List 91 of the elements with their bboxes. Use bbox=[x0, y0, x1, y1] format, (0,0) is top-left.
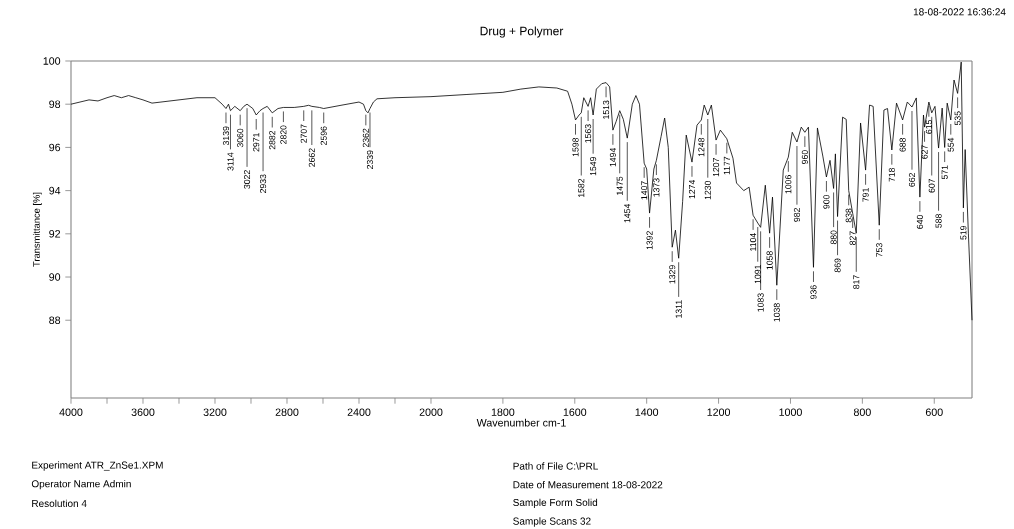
x-tick-label: 1600 bbox=[563, 408, 587, 416]
annotation: 1104 bbox=[750, 233, 757, 251]
annotation: 1563 bbox=[585, 124, 592, 143]
y-tick-label: 94 bbox=[49, 186, 61, 195]
y-tick-label: 96 bbox=[49, 143, 61, 152]
annotation: 607 bbox=[928, 178, 935, 193]
annotation: 1598 bbox=[572, 137, 579, 157]
annotation: 718 bbox=[888, 167, 895, 182]
annotation: 3139 bbox=[222, 126, 230, 146]
annotation: 554 bbox=[947, 137, 954, 152]
annotation: 1207 bbox=[713, 158, 720, 177]
text: Date of Measurement 18-08-2022 bbox=[513, 481, 663, 489]
annotation: 1058 bbox=[766, 251, 773, 270]
annotation: 1549 bbox=[590, 157, 597, 176]
annotation: 2707 bbox=[300, 124, 307, 143]
annotation: 838 bbox=[845, 208, 852, 223]
annotation: 662 bbox=[908, 173, 916, 187]
x-tick-label: 1200 bbox=[707, 408, 731, 416]
chart-title: Drug + Polymer bbox=[480, 26, 564, 38]
annotation: 2882 bbox=[269, 130, 276, 150]
annotation: 1392 bbox=[646, 231, 653, 250]
text: 18-08-2022 16:36:24 bbox=[913, 8, 1006, 16]
y-tick-label: 92 bbox=[49, 230, 61, 238]
y-tick-label: 100 bbox=[43, 57, 61, 65]
annotation: 960 bbox=[801, 150, 808, 164]
x-tick-label: 2000 bbox=[419, 408, 443, 416]
y-axis-title: Transmittance [%] bbox=[32, 192, 42, 267]
annotation: 588 bbox=[935, 214, 942, 228]
x-tick-label: 1400 bbox=[635, 408, 659, 416]
text: Experiment ATR_ZnSe1.XPM bbox=[32, 461, 163, 471]
annotation: 1311 bbox=[675, 300, 682, 318]
annotation: 1454 bbox=[624, 203, 631, 223]
annotation: 2820 bbox=[280, 125, 287, 144]
x-tick-label: 1800 bbox=[491, 408, 515, 416]
annotation: 1494 bbox=[609, 147, 616, 167]
annotation: 900 bbox=[823, 194, 830, 209]
annotation: 2933 bbox=[260, 174, 267, 193]
annotation: 1407 bbox=[641, 181, 648, 200]
annotation: 827 bbox=[849, 231, 856, 245]
text: Resolution 4 bbox=[32, 499, 87, 508]
x-axis-title: Wavenumber cm-1 bbox=[476, 418, 566, 427]
annotation: 1006 bbox=[785, 175, 792, 194]
x-tick-label: 4000 bbox=[59, 408, 83, 416]
annotation: 1230 bbox=[704, 180, 711, 200]
annotation: 1329 bbox=[669, 265, 676, 284]
text: Sample Form Solid bbox=[513, 498, 598, 508]
annotation: 1274 bbox=[688, 179, 695, 199]
annotation: 2362 bbox=[362, 128, 369, 148]
annotation: 1513 bbox=[603, 100, 610, 119]
annotation: 1083 bbox=[757, 293, 764, 312]
annotation: 627 bbox=[921, 145, 928, 159]
x-tick-label: 800 bbox=[853, 408, 871, 416]
annotation: 753 bbox=[876, 243, 883, 257]
y-tick-label: 90 bbox=[49, 273, 61, 281]
x-tick-label: 1000 bbox=[779, 408, 802, 416]
x-tick-label: 2400 bbox=[347, 408, 371, 416]
annotation: 817 bbox=[853, 275, 860, 289]
annotation: 3022 bbox=[243, 170, 251, 189]
annotation: 2596 bbox=[320, 126, 327, 145]
text: Path of File C:\PRL bbox=[513, 462, 598, 470]
x-tick-label: 3200 bbox=[203, 408, 227, 416]
annotation: 1177 bbox=[723, 156, 730, 175]
annotation: 3114 bbox=[227, 152, 234, 171]
x-tick-label: 3600 bbox=[131, 408, 155, 416]
annotation: 936 bbox=[810, 285, 817, 299]
annotation: 535 bbox=[954, 111, 961, 126]
annotation: 571 bbox=[941, 165, 948, 180]
annotation: 869 bbox=[834, 258, 841, 273]
x-tick-label: 600 bbox=[925, 408, 943, 416]
annotation: 1038 bbox=[773, 303, 780, 322]
annotation: 519 bbox=[960, 225, 967, 240]
annotation: 880 bbox=[830, 230, 837, 245]
annotation: 791 bbox=[862, 188, 869, 202]
y-tick-label: 88 bbox=[49, 316, 61, 325]
annotation: 615 bbox=[925, 120, 932, 134]
annotation: 2662 bbox=[308, 148, 315, 167]
annotation: 1475 bbox=[616, 176, 623, 195]
annotation: 2339 bbox=[366, 150, 374, 169]
annotation: 1373 bbox=[653, 178, 660, 197]
annotation: 1091 bbox=[754, 265, 761, 284]
annotation: 1248 bbox=[698, 137, 705, 157]
x-tick-label: 2800 bbox=[275, 408, 299, 416]
annotation: 1582 bbox=[578, 178, 585, 198]
text: Sample Scans 32 bbox=[513, 517, 591, 527]
annotation: 640 bbox=[916, 215, 923, 229]
y-tick-label: 98 bbox=[49, 100, 61, 108]
annotation: 688 bbox=[899, 137, 906, 152]
text: Operator Name Admin bbox=[31, 480, 131, 490]
annotation: 2971 bbox=[253, 133, 260, 152]
annotation: 982 bbox=[793, 208, 801, 222]
annotation: 3060 bbox=[237, 128, 244, 148]
